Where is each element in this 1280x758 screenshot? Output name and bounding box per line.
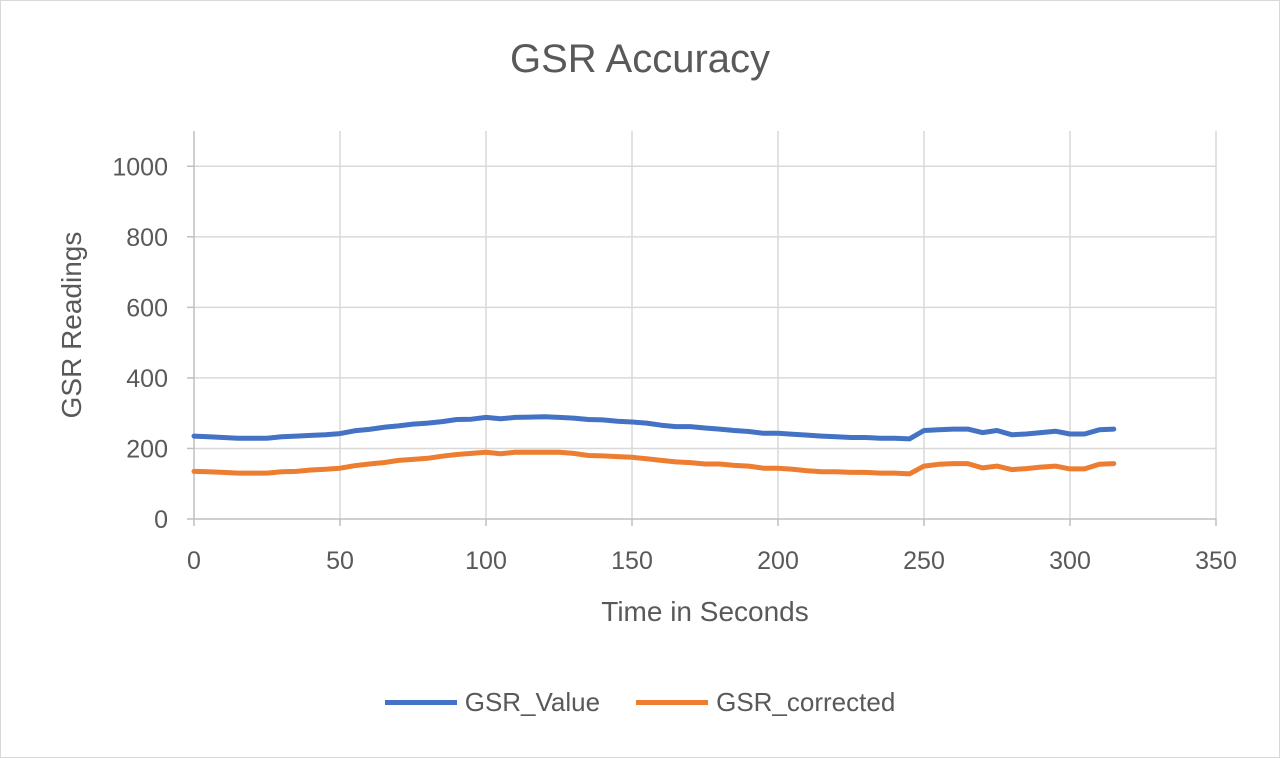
tick-labels: 0 50 100 150 200 250 300 350 0 200 400 600 800 1000 <box>112 153 1236 575</box>
legend-entry-gsr-corrected: GSR_corrected <box>636 687 895 718</box>
legend-swatch-gsr-value <box>384 700 457 705</box>
x-tick-label: 350 <box>1195 547 1237 575</box>
legend-swatch-gsr-corrected <box>636 700 709 705</box>
x-tick-label: 0 <box>187 547 201 575</box>
y-tick-label: 1000 <box>112 153 168 181</box>
x-tick-label: 100 <box>465 547 507 575</box>
x-tick-label: 50 <box>326 547 354 575</box>
y-tick-label: 200 <box>126 435 168 463</box>
series-line-gsr-corrected <box>191 449 1117 477</box>
gridlines <box>194 131 1217 519</box>
legend-label-gsr-corrected: GSR_corrected <box>716 687 896 717</box>
series-lines <box>191 414 1117 477</box>
x-tick-label: 200 <box>757 547 799 575</box>
series-line-gsr-value <box>191 414 1117 442</box>
y-tick-label: 800 <box>126 224 168 252</box>
chart-title: GSR Accuracy <box>509 37 771 81</box>
x-tick-label: 250 <box>903 547 945 575</box>
y-axis-title: GSR Readings <box>56 232 87 419</box>
y-tick-label: 0 <box>154 506 168 534</box>
legend-entry-gsr-value: GSR_Value <box>384 687 601 718</box>
legend-label-gsr-value: GSR_Value <box>464 687 601 717</box>
axes <box>187 131 1217 526</box>
x-tick-label: 150 <box>611 547 653 575</box>
x-axis-title: Time in Seconds <box>601 596 809 627</box>
y-tick-label: 400 <box>126 365 168 393</box>
legend: GSR_Value GSR_corrected <box>1 687 1279 718</box>
y-tick-label: 600 <box>126 294 168 322</box>
x-tick-label: 300 <box>1049 547 1091 575</box>
